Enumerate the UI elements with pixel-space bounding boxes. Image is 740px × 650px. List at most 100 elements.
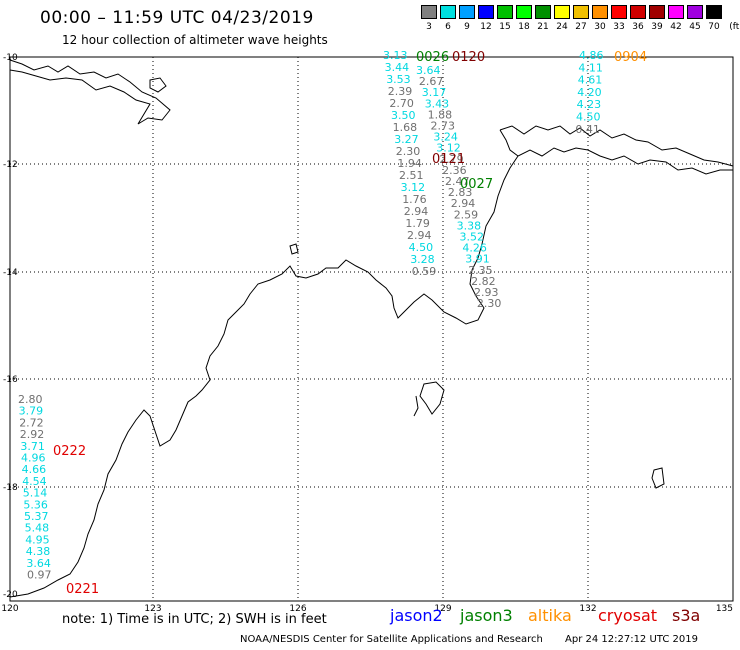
scale-label: 45 xyxy=(689,22,701,32)
wave-height-value: 4.38 xyxy=(26,545,51,558)
latitude-label: -12 xyxy=(3,160,18,170)
wave-height-value: 3.13 xyxy=(383,49,408,62)
wave-height-value: 1.94 xyxy=(397,157,422,170)
scale-label: 9 xyxy=(464,22,470,32)
wave-height-value: 3.52 xyxy=(460,231,485,244)
scale-label: 3 xyxy=(426,22,432,32)
wave-height-value: 0.41 xyxy=(575,123,600,136)
latitude-label: -16 xyxy=(3,375,18,385)
satellite-altika: altika xyxy=(528,606,572,625)
wave-height-value: 2.35 xyxy=(468,264,493,277)
scale-swatch xyxy=(687,5,703,19)
wave-height-value: 2.79 xyxy=(439,153,464,166)
scale-swatch xyxy=(497,5,513,19)
wave-height-value: 2.30 xyxy=(396,145,421,158)
wave-height-value: 4.96 xyxy=(21,452,46,465)
scale-label: 42 xyxy=(670,22,682,32)
wave-height-value: 3.17 xyxy=(422,86,447,99)
satellite-cryosat: cryosat xyxy=(598,606,658,625)
wave-height-value: 3.79 xyxy=(19,405,43,418)
scale-label: 12 xyxy=(480,22,492,32)
wave-height-value: 3.91 xyxy=(465,253,490,266)
wave-height-value: 4.50 xyxy=(576,111,601,124)
wave-height-value: 3.64 xyxy=(416,64,441,77)
wave-height-value: 5.48 xyxy=(25,522,49,535)
longitude-label: 120 xyxy=(1,604,18,614)
wave-height-value: 4.20 xyxy=(577,86,602,99)
wave-height-value: 2.94 xyxy=(451,197,476,210)
coastline xyxy=(9,59,171,125)
map-frame xyxy=(9,56,734,602)
longitude-label: 132 xyxy=(579,604,596,614)
wave-height-value: 3.43 xyxy=(425,97,450,110)
scale-label: 27 xyxy=(575,22,587,32)
wave-height-value: 5.37 xyxy=(24,510,49,523)
scale-label: 33 xyxy=(613,22,625,32)
track-id-label: 0120 xyxy=(452,50,485,65)
wave-height-value: 2.93 xyxy=(474,286,499,299)
wave-height-value: 3.28 xyxy=(410,253,435,266)
wave-height-value: 3.12 xyxy=(401,181,426,194)
track-id-label: 0121 xyxy=(432,152,465,167)
wave-height-value: 4.26 xyxy=(462,242,487,255)
satellite-jason2: jason2 xyxy=(390,606,443,625)
scale-label: 18 xyxy=(518,22,530,32)
wave-height-value: 4.61 xyxy=(578,74,603,87)
wave-height-value: 0.59 xyxy=(412,265,437,278)
latitude-label: -14 xyxy=(3,268,18,278)
longitude-label: 129 xyxy=(434,604,451,614)
wave-height-value: 3.38 xyxy=(457,219,482,232)
wave-height-value: 2.67 xyxy=(419,75,444,88)
wave-height-value: 3.50 xyxy=(391,109,416,122)
wave-height-value: 2.83 xyxy=(448,186,473,199)
wave-height-value: 3.53 xyxy=(386,73,411,86)
wave-height-value: 2.59 xyxy=(454,208,479,221)
latitude-label: -18 xyxy=(3,483,18,493)
footer-note: note: 1) Time is in UTC; 2) SWH is in fe… xyxy=(62,612,327,627)
coastline xyxy=(651,467,665,489)
wave-height-value: 3.64 xyxy=(26,557,51,570)
wave-height-value: 2.94 xyxy=(404,205,429,218)
wave-height-value: 2.73 xyxy=(431,120,456,133)
longitude-label: 126 xyxy=(289,604,306,614)
latitude-label: -10 xyxy=(3,53,18,63)
wave-height-value: 2.82 xyxy=(471,275,496,288)
scale-swatch xyxy=(630,5,646,19)
map-subtitle: 12 hour collection of altimeter wave hei… xyxy=(62,33,328,47)
wave-height-value: 3.71 xyxy=(20,440,45,453)
coastline xyxy=(499,129,519,157)
scale-label: 70 xyxy=(708,22,720,32)
scale-label: 21 xyxy=(537,22,549,32)
wave-height-value: 4.95 xyxy=(25,533,50,546)
wave-height-value: 1.68 xyxy=(393,121,418,134)
wave-height-value: 2.39 xyxy=(388,85,413,98)
wave-height-value: 4.86 xyxy=(579,49,604,62)
wave-height-value: 2.70 xyxy=(389,97,414,110)
coastline xyxy=(289,243,299,255)
scale-swatch xyxy=(573,5,589,19)
wave-height-value: 4.23 xyxy=(577,98,602,111)
longitude-label: 135 xyxy=(716,604,733,614)
satellite-jason3: jason3 xyxy=(460,606,513,625)
latitude-label: -20 xyxy=(3,590,18,600)
wave-height-value: 2.72 xyxy=(19,416,44,429)
coastline xyxy=(149,77,167,93)
coastline xyxy=(419,381,445,415)
scale-swatch xyxy=(668,5,684,19)
scale-swatch xyxy=(421,5,437,19)
track-id-label: 0026 xyxy=(416,50,449,65)
wave-height-value: 2.47 xyxy=(445,175,470,188)
wave-height-value: 3.44 xyxy=(385,61,410,74)
scale-swatch xyxy=(516,5,532,19)
wave-height-value: 5.36 xyxy=(23,498,48,511)
coastline xyxy=(413,395,419,417)
coastline xyxy=(9,147,733,598)
wave-height-value: 5.14 xyxy=(23,487,48,500)
wave-height-value: 4.54 xyxy=(22,475,47,488)
scale-swatch xyxy=(535,5,551,19)
scale-swatch xyxy=(649,5,665,19)
generated-timestamp: Apr 24 12:27:12 UTC 2019 xyxy=(565,634,698,645)
wave-height-value: 2.94 xyxy=(407,229,432,242)
scale-label: 30 xyxy=(594,22,606,32)
